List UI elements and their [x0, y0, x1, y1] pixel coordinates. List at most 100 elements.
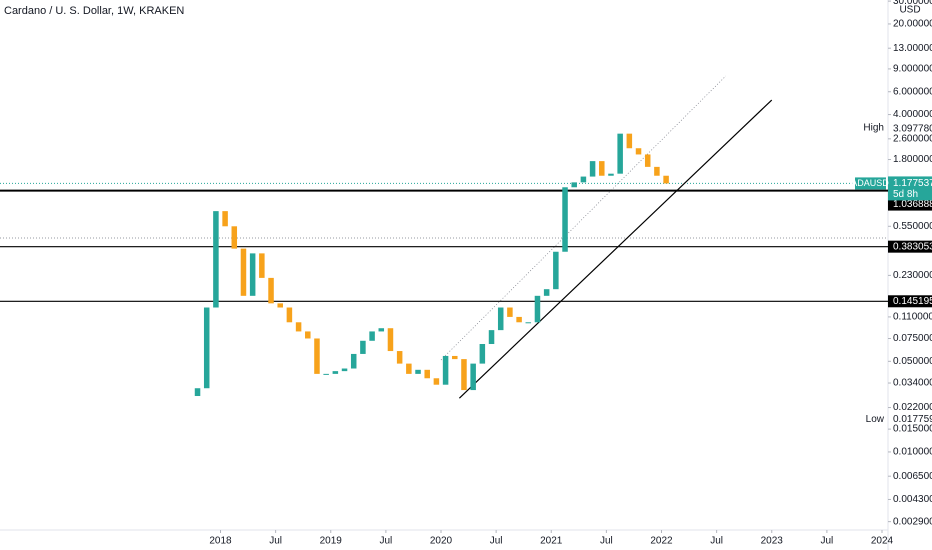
candle-body: [553, 251, 559, 290]
x-tick-label: Jul: [269, 536, 282, 547]
candle-body: [635, 148, 642, 155]
low-name: Low: [866, 414, 885, 425]
candle-body: [259, 253, 265, 278]
level-label-box: [888, 295, 932, 308]
candle-body: [608, 173, 614, 176]
candle-body: [442, 355, 449, 385]
trendline: [458, 99, 773, 399]
candle-body: [323, 373, 329, 375]
candle-body: [452, 355, 458, 360]
candle-body: [461, 359, 467, 391]
candle-body: [277, 303, 283, 308]
symbol-label: ADAUSD: [851, 178, 889, 188]
candle-body: [507, 307, 513, 317]
level-label-box: [888, 198, 932, 211]
y-tick-label: 0.550000: [893, 221, 932, 232]
candle-body: [350, 353, 357, 369]
candle-body: [341, 368, 348, 372]
y-tick-label: 20.000000: [893, 19, 932, 30]
candle-body: [488, 330, 495, 345]
high-value: 3.097780: [893, 124, 932, 135]
candle-body: [534, 295, 541, 323]
y-tick-label: 0.002900: [893, 516, 932, 527]
candle-body: [470, 363, 476, 391]
candle-body: [305, 331, 311, 339]
y-tick-label: 9.000000: [893, 64, 932, 75]
symbol-box: [855, 177, 886, 190]
low-value: 0.017759: [893, 414, 932, 425]
y-tick-label: 0.010000: [893, 447, 932, 458]
level-label: 0.383053: [893, 241, 932, 252]
level-label: 1.036888: [893, 199, 932, 210]
candle-body: [516, 316, 522, 323]
candle-body: [295, 322, 302, 332]
x-tick-label: Jul: [600, 536, 613, 547]
candle-body: [424, 369, 430, 379]
y-tick-label: 0.075000: [893, 333, 932, 344]
candle-body: [406, 363, 412, 374]
y-tick-label: 6.000000: [893, 86, 932, 97]
y-tick-label: 0.015000: [893, 424, 932, 435]
x-tick-label: 2021: [540, 536, 563, 547]
candle-body: [268, 277, 274, 304]
candle-body: [314, 338, 320, 374]
countdown-label: 5d 8h: [893, 189, 918, 200]
candle-body: [626, 133, 633, 149]
trendline: [440, 75, 727, 361]
y-tick-label: 0.006500: [893, 471, 932, 482]
x-tick-label: Jul: [490, 536, 503, 547]
candle-body: [360, 340, 366, 354]
candle-body: [663, 175, 669, 184]
x-tick-label: 2018: [209, 536, 232, 547]
candle-body: [433, 378, 440, 385]
x-tick-label: 2024: [871, 536, 894, 547]
x-tick-label: 2023: [761, 536, 784, 547]
candle-body: [249, 253, 256, 296]
candle-body: [203, 307, 210, 389]
candle-body: [562, 187, 568, 252]
x-tick-label: 2019: [320, 536, 343, 547]
currency-label: USD: [899, 5, 920, 16]
level-label: 0.145195: [893, 296, 932, 307]
x-tick-label: Jul: [710, 536, 723, 547]
candle-body: [543, 289, 550, 296]
y-tick-label: 0.050000: [893, 356, 932, 367]
last-price-box: [888, 176, 932, 201]
y-tick-label: 4.000000: [893, 109, 932, 120]
candle-body: [332, 371, 339, 374]
y-tick-label: 13.000000: [893, 43, 932, 54]
candle-body: [231, 226, 238, 249]
candle-body: [369, 331, 375, 341]
candle-body: [194, 388, 201, 397]
candle-body: [497, 307, 504, 331]
candle-body: [654, 166, 660, 176]
candle-body: [525, 322, 532, 324]
candle-body: [644, 154, 651, 167]
candle-body: [387, 328, 394, 352]
candle-body: [571, 182, 577, 188]
x-tick-label: 2020: [430, 536, 453, 547]
candle-body: [240, 248, 247, 296]
y-tick-label: 0.230000: [893, 270, 932, 281]
level-label-box: [888, 240, 932, 253]
candle-body: [599, 161, 605, 176]
candle-body: [617, 133, 623, 174]
chart-title: Cardano / U. S. Dollar, 1W, KRAKEN: [4, 5, 184, 17]
candle-body: [580, 176, 587, 183]
candle-body: [286, 307, 293, 323]
y-tick-label: 0.110000: [893, 312, 932, 323]
candle-body: [378, 328, 385, 332]
y-tick-label: 0.004300: [893, 494, 932, 505]
x-tick-label: 2022: [650, 536, 673, 547]
y-tick-label: 0.022000: [893, 402, 932, 413]
y-tick-label: 1.800000: [893, 154, 932, 165]
candle-body: [415, 369, 421, 374]
y-tick-label: 30.000000: [893, 0, 932, 7]
x-tick-label: Jul: [379, 536, 392, 547]
candle-body: [479, 344, 486, 364]
candle-body: [589, 161, 596, 177]
y-tick-label: 0.034000: [893, 378, 932, 389]
